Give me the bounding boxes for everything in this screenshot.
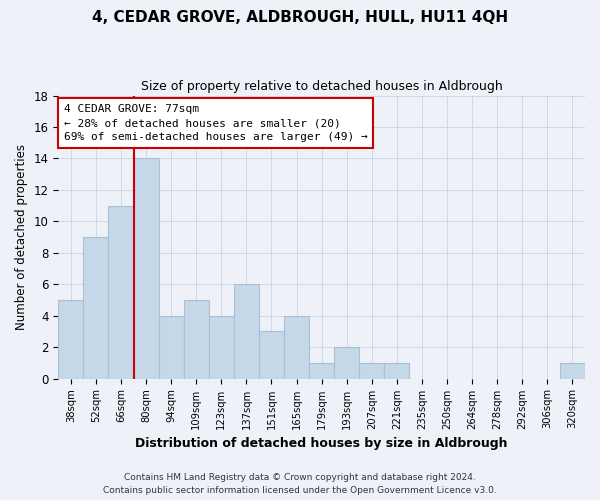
Bar [234, 284, 259, 378]
Bar [83, 237, 109, 378]
Bar [58, 300, 83, 378]
Bar [334, 347, 359, 378]
Text: 4, CEDAR GROVE, ALDBROUGH, HULL, HU11 4QH: 4, CEDAR GROVE, ALDBROUGH, HULL, HU11 4Q… [92, 10, 508, 25]
Bar [359, 363, 385, 378]
Bar [259, 332, 284, 378]
Bar [109, 206, 134, 378]
Text: 4 CEDAR GROVE: 77sqm
← 28% of detached houses are smaller (20)
69% of semi-detac: 4 CEDAR GROVE: 77sqm ← 28% of detached h… [64, 104, 367, 142]
X-axis label: Distribution of detached houses by size in Aldbrough: Distribution of detached houses by size … [136, 437, 508, 450]
Bar [184, 300, 209, 378]
Text: Contains HM Land Registry data © Crown copyright and database right 2024.
Contai: Contains HM Land Registry data © Crown c… [103, 473, 497, 495]
Bar [209, 316, 234, 378]
Y-axis label: Number of detached properties: Number of detached properties [15, 144, 28, 330]
Bar [309, 363, 334, 378]
Bar [560, 363, 585, 378]
Bar [158, 316, 184, 378]
Bar [385, 363, 409, 378]
Bar [134, 158, 158, 378]
Title: Size of property relative to detached houses in Aldbrough: Size of property relative to detached ho… [141, 80, 503, 93]
Bar [284, 316, 309, 378]
